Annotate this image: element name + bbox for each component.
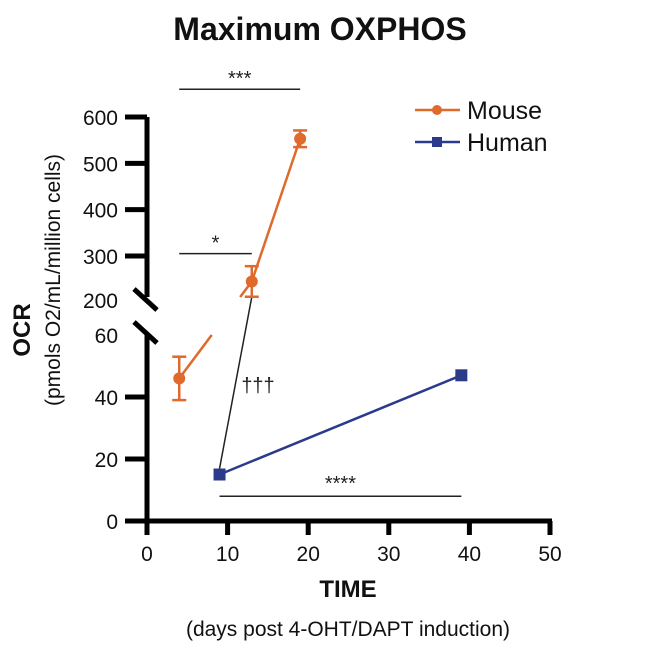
x-tick-label: 30: [377, 543, 400, 566]
y-axis-sublabel: (pmols O2/mL/million cells): [42, 154, 65, 406]
x-tick-label: 10: [216, 543, 239, 566]
x-axis-sublabel: (days post 4-OHT/DAPT induction): [186, 618, 510, 641]
y-tick-label: 0: [106, 511, 118, 534]
data-point-human: [213, 468, 226, 481]
legend-marker: [432, 105, 442, 115]
significance-label: ***: [228, 68, 252, 90]
x-tick-label: 50: [538, 543, 561, 566]
series-line-human: [219, 374, 462, 476]
data-point-mouse: [245, 275, 258, 288]
x-tick-label: 20: [297, 543, 320, 566]
significance-label: †††: [241, 375, 274, 397]
x-axis-label: TIME: [319, 576, 376, 603]
significance-bracket: [218, 296, 253, 469]
y-tick-label: 600: [83, 107, 118, 130]
y-tick-label: 200: [83, 290, 118, 313]
legend-marker: [432, 137, 442, 147]
x-tick-label: 40: [458, 543, 481, 566]
series-line-mouse: [250, 138, 302, 282]
y-tick-label: 20: [95, 449, 118, 472]
data-point-mouse: [173, 372, 186, 385]
legend-label: Human: [467, 129, 548, 157]
legend-label: Mouse: [467, 97, 542, 125]
y-tick-label: 500: [83, 153, 118, 176]
data-point-human: [455, 369, 468, 382]
axis-break-mark: [132, 320, 159, 345]
y-tick-label: 300: [83, 246, 118, 269]
significance-label: *: [212, 233, 220, 255]
series-line-mouse: [178, 334, 213, 380]
chart-title: Maximum OXPHOS: [173, 11, 466, 47]
y-axis-label: OCR: [9, 303, 36, 356]
significance-label: ****: [325, 473, 356, 495]
data-point-mouse: [294, 132, 307, 145]
axis-break-mark: [132, 287, 159, 312]
y-tick-label: 40: [95, 387, 118, 410]
x-tick-label: 0: [141, 543, 153, 566]
y-tick-label: 60: [95, 325, 118, 348]
y-tick-label: 400: [83, 200, 118, 223]
